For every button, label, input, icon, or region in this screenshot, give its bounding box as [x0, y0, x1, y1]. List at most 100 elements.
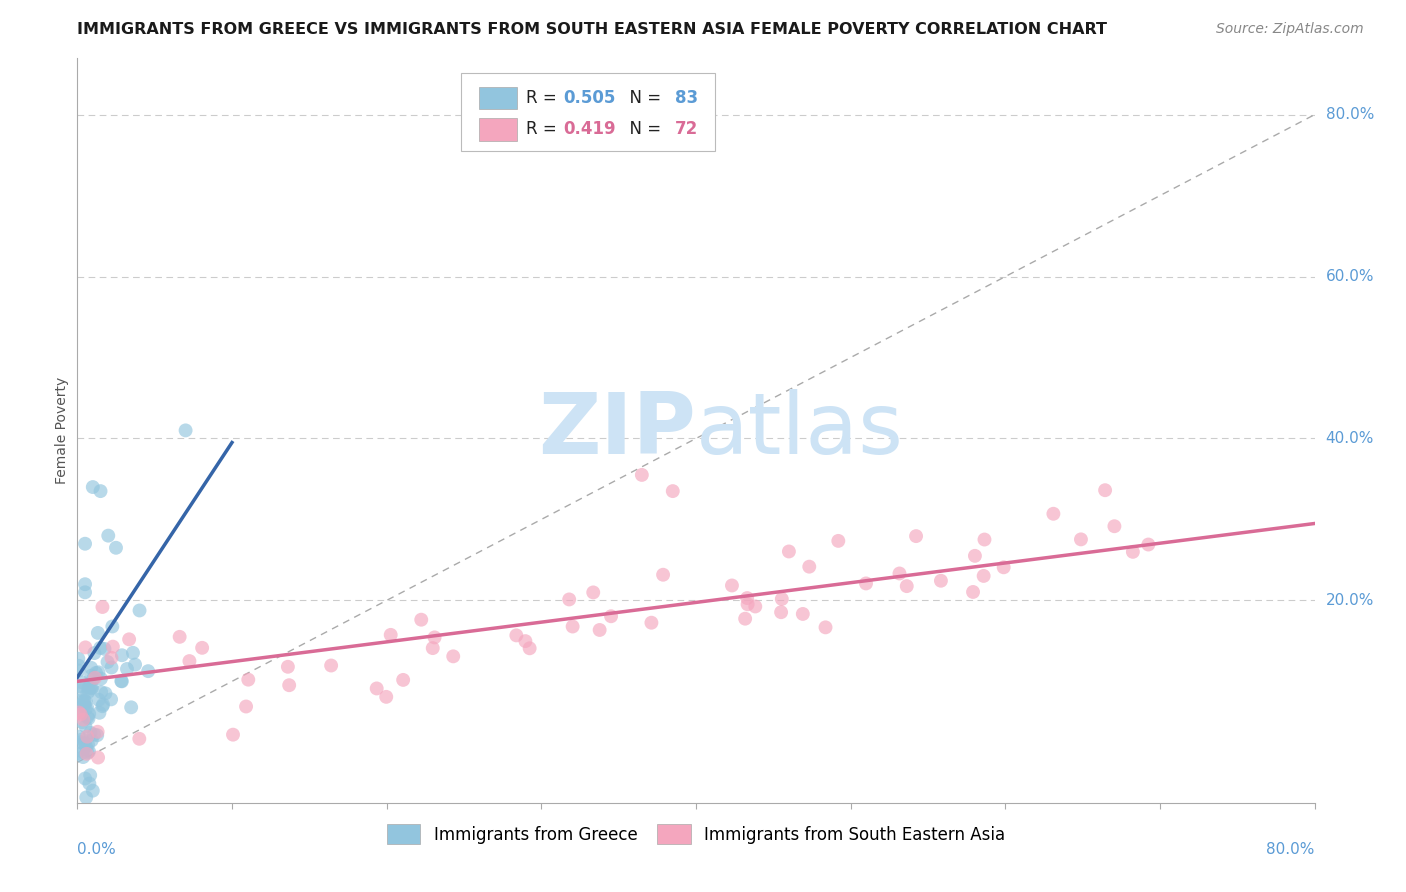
Point — [963, 549, 986, 563]
Point — [72, 745, 94, 759]
Point — [588, 623, 610, 637]
Y-axis label: Female Poverty: Female Poverty — [55, 376, 69, 484]
Point — [100, 692, 122, 706]
Point — [77, 711, 100, 725]
Point — [366, 681, 388, 696]
Point — [392, 673, 415, 687]
Point — [67, 664, 90, 678]
Point — [582, 585, 605, 599]
Point — [1122, 545, 1144, 559]
Point — [80, 681, 103, 696]
Point — [67, 658, 90, 673]
Point — [73, 698, 96, 712]
Point — [75, 790, 97, 805]
Point — [76, 730, 98, 744]
Text: IMMIGRANTS FROM GREECE VS IMMIGRANTS FROM SOUTH EASTERN ASIA FEMALE POVERTY CORR: IMMIGRANTS FROM GREECE VS IMMIGRANTS FRO… — [77, 22, 1108, 37]
Point — [735, 591, 758, 605]
Point — [67, 730, 90, 744]
Point — [110, 674, 132, 689]
Point — [778, 544, 800, 558]
Point — [792, 607, 814, 621]
Point — [1104, 519, 1126, 533]
Point — [1137, 537, 1160, 551]
Point — [744, 599, 766, 614]
Point — [111, 648, 134, 663]
Text: ZIP: ZIP — [538, 389, 696, 472]
Text: 83: 83 — [675, 89, 697, 107]
Point — [79, 776, 101, 790]
Point — [640, 615, 662, 630]
FancyBboxPatch shape — [479, 119, 516, 141]
Point — [67, 706, 90, 720]
Point — [799, 559, 821, 574]
Point — [76, 746, 98, 760]
Point — [174, 424, 197, 438]
Point — [75, 695, 97, 709]
Point — [87, 692, 110, 706]
Point — [136, 664, 159, 678]
Point — [75, 739, 97, 754]
Point — [321, 658, 343, 673]
Point — [75, 577, 96, 591]
Point — [69, 679, 91, 693]
Point — [169, 630, 191, 644]
Point — [67, 706, 90, 720]
Point — [87, 665, 110, 680]
Point — [75, 640, 97, 655]
Point — [82, 672, 104, 686]
FancyBboxPatch shape — [461, 73, 714, 151]
Point — [100, 650, 122, 665]
Point — [87, 626, 110, 640]
Point — [222, 728, 245, 742]
Point — [631, 467, 654, 482]
Point — [80, 661, 103, 675]
Point — [70, 735, 93, 749]
Point — [128, 731, 150, 746]
Point — [82, 480, 104, 494]
Text: atlas: atlas — [696, 389, 904, 472]
Point — [411, 613, 433, 627]
Point — [94, 686, 117, 700]
Point — [558, 592, 581, 607]
Point — [73, 736, 96, 750]
Point — [82, 783, 104, 797]
Point — [86, 724, 108, 739]
Point — [75, 772, 96, 786]
Point — [662, 484, 685, 499]
Point — [122, 646, 145, 660]
Point — [505, 628, 527, 642]
Point — [90, 484, 111, 499]
Point — [905, 529, 928, 543]
Text: 0.505: 0.505 — [564, 89, 616, 107]
Text: 72: 72 — [675, 120, 699, 138]
Point — [75, 585, 96, 599]
Point — [75, 702, 97, 716]
Point — [83, 727, 105, 741]
Point — [519, 641, 541, 656]
Point — [375, 690, 398, 704]
Text: 80.0%: 80.0% — [1267, 842, 1315, 856]
Point — [737, 597, 759, 611]
Point — [66, 747, 89, 761]
Point — [827, 533, 849, 548]
Point — [87, 750, 110, 764]
Text: R =: R = — [526, 120, 562, 138]
Point — [734, 612, 756, 626]
Point — [84, 665, 107, 680]
Point — [179, 654, 201, 668]
Point — [118, 632, 141, 647]
Point — [97, 528, 120, 542]
Point — [79, 768, 101, 782]
Point — [889, 566, 911, 581]
Point — [101, 640, 124, 654]
Point — [77, 684, 100, 698]
Point — [84, 671, 107, 685]
Text: R =: R = — [526, 89, 562, 107]
Point — [77, 744, 100, 758]
Point — [235, 699, 257, 714]
Point — [79, 725, 101, 739]
Point — [79, 680, 101, 694]
Point — [91, 699, 114, 714]
Legend: Immigrants from Greece, Immigrants from South Eastern Asia: Immigrants from Greece, Immigrants from … — [380, 818, 1012, 850]
Point — [93, 641, 115, 656]
